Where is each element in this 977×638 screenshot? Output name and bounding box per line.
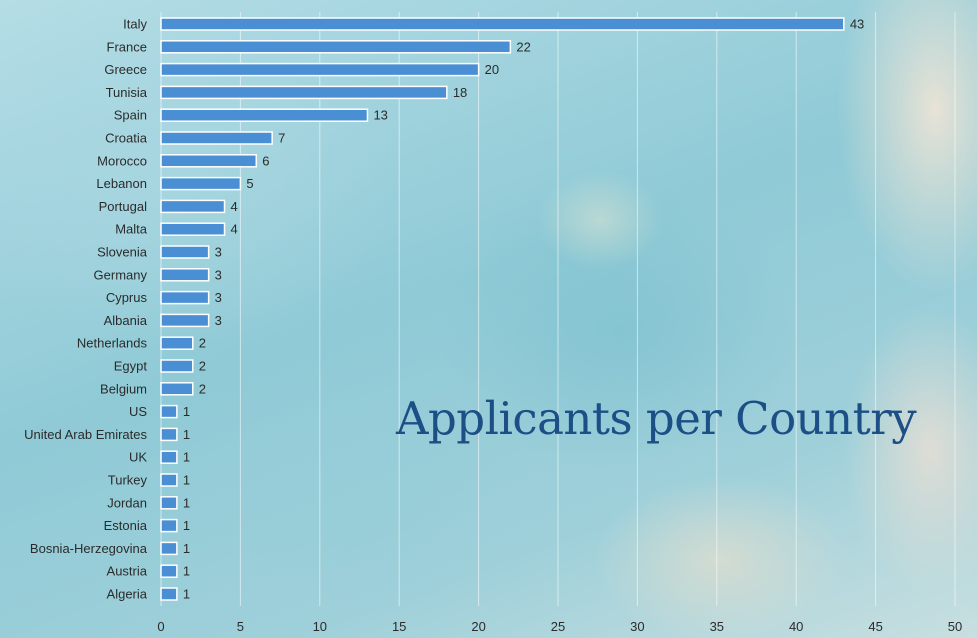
bar (160, 564, 178, 578)
category-label: UK (129, 450, 147, 465)
category-label: Slovenia (97, 245, 148, 260)
bar (160, 496, 178, 510)
x-tick-label: 15 (392, 619, 406, 634)
x-tick-label: 10 (313, 619, 327, 634)
category-label: Malta (115, 222, 148, 237)
x-tick-label: 5 (237, 619, 244, 634)
category-label: Tunisia (106, 85, 148, 100)
bar (160, 154, 258, 168)
bar (160, 245, 210, 259)
bar (160, 336, 194, 350)
value-label: 22 (516, 39, 530, 54)
value-label: 1 (183, 473, 190, 488)
bar (160, 427, 178, 442)
x-tick-label: 45 (868, 619, 882, 634)
category-label: Algeria (107, 587, 148, 602)
category-labels: Italy France Greece Tunisia Spain Croatia Moro… (24, 17, 148, 602)
bar (160, 404, 178, 419)
value-label: 1 (183, 495, 190, 510)
value-label: 43 (850, 17, 864, 32)
value-label: 2 (199, 336, 206, 351)
bar (160, 40, 512, 54)
category-label: Albania (104, 313, 148, 328)
bar (160, 176, 242, 191)
x-axis-ticks: 0 5 10 15 20 25 30 35 40 45 50 (157, 619, 962, 634)
category-label: United Arab Emirates (24, 427, 147, 442)
value-label: 1 (183, 427, 190, 442)
x-tick-label: 0 (157, 619, 164, 634)
bar (160, 290, 210, 305)
category-label: Morocco (97, 153, 147, 168)
category-label: Jordan (107, 495, 147, 510)
x-tick-label: 40 (789, 619, 803, 634)
value-label: 13 (373, 108, 387, 123)
value-label: 1 (183, 518, 190, 533)
category-label: Germany (94, 267, 148, 282)
bar (160, 473, 178, 487)
bar (160, 222, 226, 236)
category-label: France (107, 39, 147, 54)
bar (160, 518, 178, 533)
value-label: 6 (262, 153, 269, 168)
category-label: Greece (104, 62, 147, 77)
bar (160, 268, 210, 282)
x-tick-label: 20 (471, 619, 485, 634)
value-label: 1 (183, 450, 190, 465)
category-label: Belgium (100, 381, 147, 396)
category-label: Spain (114, 108, 147, 123)
x-tick-label: 50 (948, 619, 962, 634)
bar (160, 108, 369, 122)
value-label: 3 (215, 267, 222, 282)
value-label: 2 (199, 381, 206, 396)
value-label: 1 (183, 564, 190, 579)
category-label: US (129, 404, 147, 419)
category-label: Lebanon (96, 176, 147, 191)
category-label: Austria (107, 564, 148, 579)
chart-title: Applicants per Country (396, 392, 917, 445)
x-tick-label: 30 (630, 619, 644, 634)
value-label: 20 (485, 62, 499, 77)
category-label: Estonia (104, 518, 148, 533)
category-label: Cyprus (106, 290, 148, 305)
bar (160, 382, 194, 396)
category-label: Croatia (105, 131, 148, 146)
bar (160, 199, 226, 214)
bar (160, 85, 448, 100)
category-label: Bosnia-Herzegovina (30, 541, 148, 556)
category-label: Egypt (114, 359, 148, 374)
x-tick-label: 25 (551, 619, 565, 634)
value-label: 3 (215, 245, 222, 260)
bar (160, 62, 480, 77)
bar (160, 587, 178, 601)
value-label: 3 (215, 313, 222, 328)
bars (160, 17, 845, 601)
bar (160, 541, 178, 556)
value-label: 1 (183, 404, 190, 419)
category-label: Italy (123, 17, 147, 32)
value-label: 2 (199, 359, 206, 374)
value-label: 7 (278, 131, 285, 146)
value-label: 1 (183, 541, 190, 556)
bar (160, 450, 178, 464)
gridlines (160, 12, 956, 606)
bar (160, 359, 194, 373)
category-label: Turkey (108, 473, 148, 488)
value-label: 5 (246, 176, 253, 191)
value-label: 1 (183, 587, 190, 602)
value-label: 18 (453, 85, 467, 100)
category-label: Netherlands (77, 336, 148, 351)
bar (160, 313, 210, 328)
value-label: 4 (231, 199, 238, 214)
bar (160, 17, 845, 31)
x-tick-label: 35 (710, 619, 724, 634)
value-label: 3 (215, 290, 222, 305)
category-label: Portugal (99, 199, 148, 214)
bar (160, 131, 273, 145)
value-label: 4 (231, 222, 238, 237)
